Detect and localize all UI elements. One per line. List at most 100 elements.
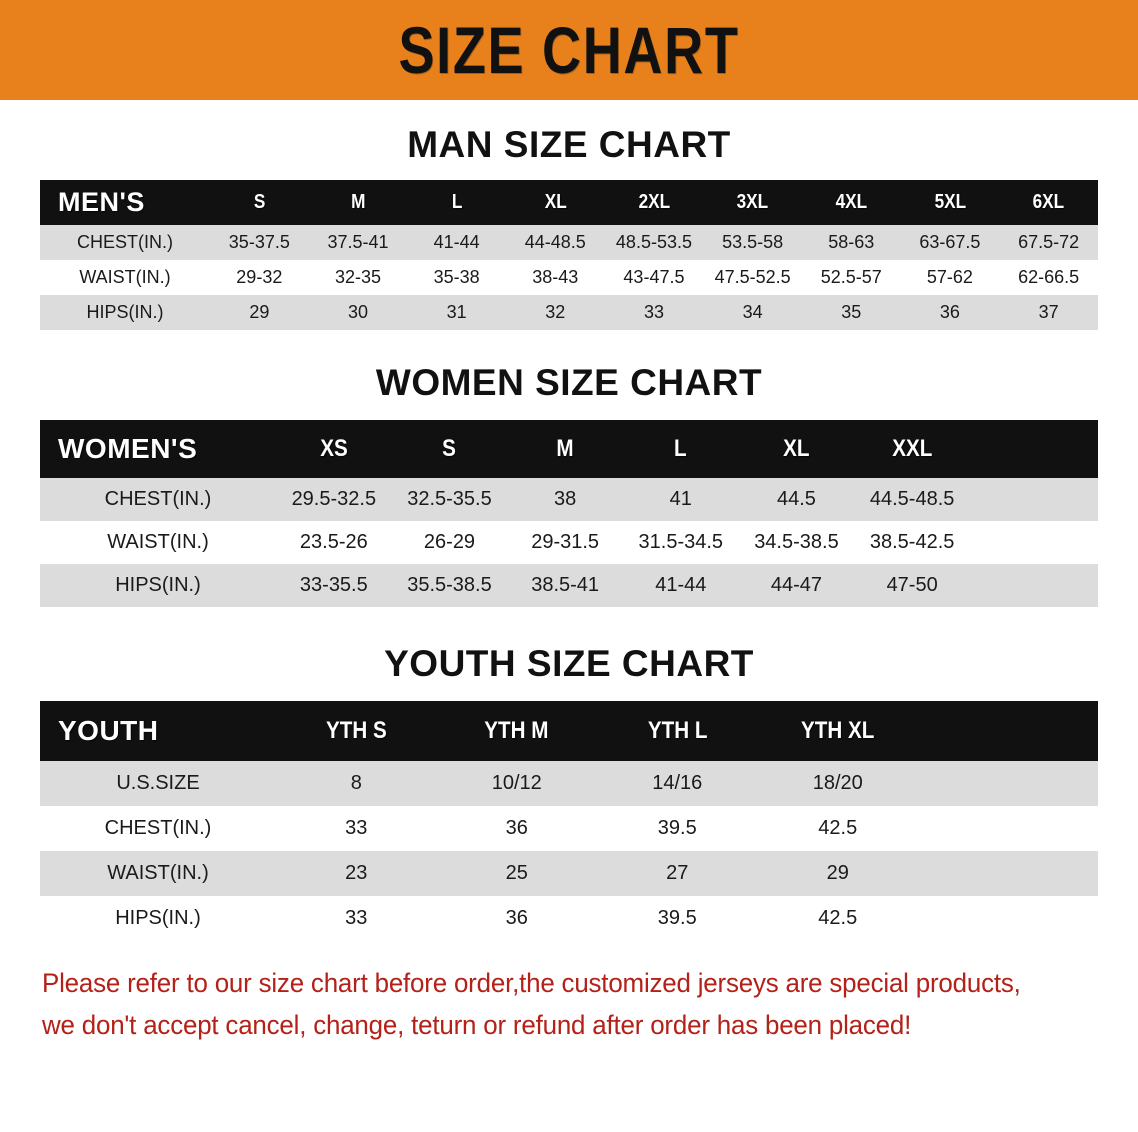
table-cell: 14/16: [597, 761, 758, 806]
man-col-label: 3XL: [736, 191, 769, 213]
table-cell: 44.5-48.5: [854, 478, 970, 521]
row-label: CHEST(IN.): [40, 478, 276, 521]
table-cell: 41-44: [622, 564, 739, 607]
women-col-label: S: [442, 435, 457, 462]
table-cell: 58-63: [801, 225, 901, 260]
man-col-header: XL: [505, 180, 605, 225]
man-col-label: 5XL: [934, 191, 966, 213]
table-cell: 62-66.5: [999, 260, 1098, 295]
man-col-label: M: [350, 191, 366, 213]
table-cell: 8: [276, 761, 437, 806]
women-col-label: XL: [783, 435, 810, 462]
table-cell: 26-29: [391, 521, 508, 564]
table-row: HIPS(IN.) 33 36 39.5 42.5: [40, 896, 1098, 941]
women-col-header: S: [391, 420, 508, 478]
women-col-header: XS: [276, 420, 392, 478]
table-cell: 18/20: [757, 761, 918, 806]
women-section-title: WOMEN SIZE CHART: [375, 362, 763, 403]
disclaimer-text: Please refer to our size chart before or…: [42, 963, 1096, 1047]
table-cell: 35: [801, 295, 901, 330]
row-label: HIPS(IN.): [40, 564, 276, 607]
man-col-label: 6XL: [1032, 191, 1065, 213]
table-cell: 67.5-72: [999, 225, 1098, 260]
table-cell: 35-37.5: [210, 225, 309, 260]
table-cell: 36: [900, 295, 1000, 330]
women-table-body: CHEST(IN.) 29.5-32.5 32.5-35.5 38 41 44.…: [40, 478, 1098, 607]
man-col-header: 5XL: [900, 180, 1000, 225]
table-cell: 35.5-38.5: [391, 564, 508, 607]
table-header-row: YOUTH YTH S YTH M YTH L YTH XL: [40, 701, 1098, 761]
table-cell-empty: [970, 521, 1098, 564]
man-col-header: 4XL: [801, 180, 901, 225]
youth-col-header-empty: [918, 701, 1098, 761]
table-cell: 33: [604, 295, 704, 330]
row-label: HIPS(IN.): [40, 896, 276, 941]
table-cell: 32.5-35.5: [391, 478, 508, 521]
man-col-label: XL: [544, 191, 567, 213]
women-col-header: XXL: [854, 420, 970, 478]
women-size-table: WOMEN'S XS S M L XL XXL CHEST(IN.) 29.5-…: [40, 420, 1098, 607]
table-cell: 33: [276, 896, 437, 941]
youth-col-label: YTH L: [647, 717, 708, 744]
man-size-table: MEN'S S M L XL 2XL 3XL 4XL 5XL 6XL CHEST…: [40, 180, 1098, 330]
table-cell: 29-31.5: [507, 521, 623, 564]
table-cell: 37.5-41: [308, 225, 408, 260]
man-col-label: S: [253, 191, 266, 213]
row-label: WAIST(IN.): [40, 260, 210, 295]
table-cell: 52.5-57: [801, 260, 901, 295]
table-cell: 10/12: [436, 761, 597, 806]
man-col-label: 2XL: [638, 191, 670, 213]
table-cell: 38: [507, 478, 623, 521]
youth-table-header: YOUTH YTH S YTH M YTH L YTH XL: [40, 701, 1098, 761]
youth-col-header: YTH M: [436, 701, 597, 761]
row-label: WAIST(IN.): [40, 851, 276, 896]
table-row: CHEST(IN.) 29.5-32.5 32.5-35.5 38 41 44.…: [40, 478, 1098, 521]
table-cell-empty: [918, 806, 1098, 851]
youth-col-header: YTH XL: [757, 701, 918, 761]
youth-col-header: YTH S: [276, 701, 437, 761]
table-cell: 39.5: [597, 896, 758, 941]
table-cell: 44.5: [738, 478, 855, 521]
table-cell: 33-35.5: [276, 564, 392, 607]
youth-section-title: YOUTH SIZE CHART: [384, 643, 754, 684]
table-cell: 47.5-52.5: [703, 260, 802, 295]
disclaimer-line-2: we don't accept cancel, change, teturn o…: [42, 1009, 912, 1040]
table-cell: 38-43: [505, 260, 605, 295]
row-label: HIPS(IN.): [40, 295, 210, 330]
man-section-title: MAN SIZE CHART: [407, 124, 731, 165]
man-col-header: 3XL: [703, 180, 802, 225]
man-table-body: CHEST(IN.) 35-37.5 37.5-41 41-44 44-48.5…: [40, 225, 1098, 330]
man-table-header: MEN'S S M L XL 2XL 3XL 4XL 5XL 6XL: [40, 180, 1098, 225]
women-col-header: M: [507, 420, 623, 478]
table-cell-empty: [918, 851, 1098, 896]
table-cell: 27: [597, 851, 758, 896]
table-cell: 29-32: [210, 260, 309, 295]
table-cell: 47-50: [854, 564, 970, 607]
table-cell: 32: [505, 295, 605, 330]
women-table-header: WOMEN'S XS S M L XL XXL: [40, 420, 1098, 478]
women-col-header: XL: [738, 420, 855, 478]
table-cell: 43-47.5: [604, 260, 704, 295]
table-cell: 36: [436, 806, 597, 851]
table-cell: 32-35: [308, 260, 408, 295]
man-size-table-wrapper: MEN'S S M L XL 2XL 3XL 4XL 5XL 6XL CHEST…: [40, 180, 1098, 330]
youth-corner-label: YOUTH: [40, 701, 276, 761]
row-label: CHEST(IN.): [40, 225, 210, 260]
table-cell: 29: [210, 295, 309, 330]
table-cell: 29: [757, 851, 918, 896]
youth-table-body: U.S.SIZE 8 10/12 14/16 18/20 CHEST(IN.) …: [40, 761, 1098, 941]
man-col-label: 4XL: [835, 191, 868, 213]
table-row: HIPS(IN.) 29 30 31 32 33 34 35 36 37: [40, 295, 1098, 330]
youth-col-header: YTH L: [597, 701, 758, 761]
table-cell: 34: [703, 295, 802, 330]
page-title: SIZE CHART: [398, 13, 740, 87]
youth-col-label: YTH XL: [801, 717, 875, 744]
table-cell: 39.5: [597, 806, 758, 851]
table-cell: 35-38: [407, 260, 506, 295]
row-label: CHEST(IN.): [40, 806, 276, 851]
table-cell: 36: [436, 896, 597, 941]
table-cell: 41: [622, 478, 739, 521]
table-header-row: MEN'S S M L XL 2XL 3XL 4XL 5XL 6XL: [40, 180, 1098, 225]
table-cell: 30: [308, 295, 408, 330]
table-row: WAIST(IN.) 29-32 32-35 35-38 38-43 43-47…: [40, 260, 1098, 295]
